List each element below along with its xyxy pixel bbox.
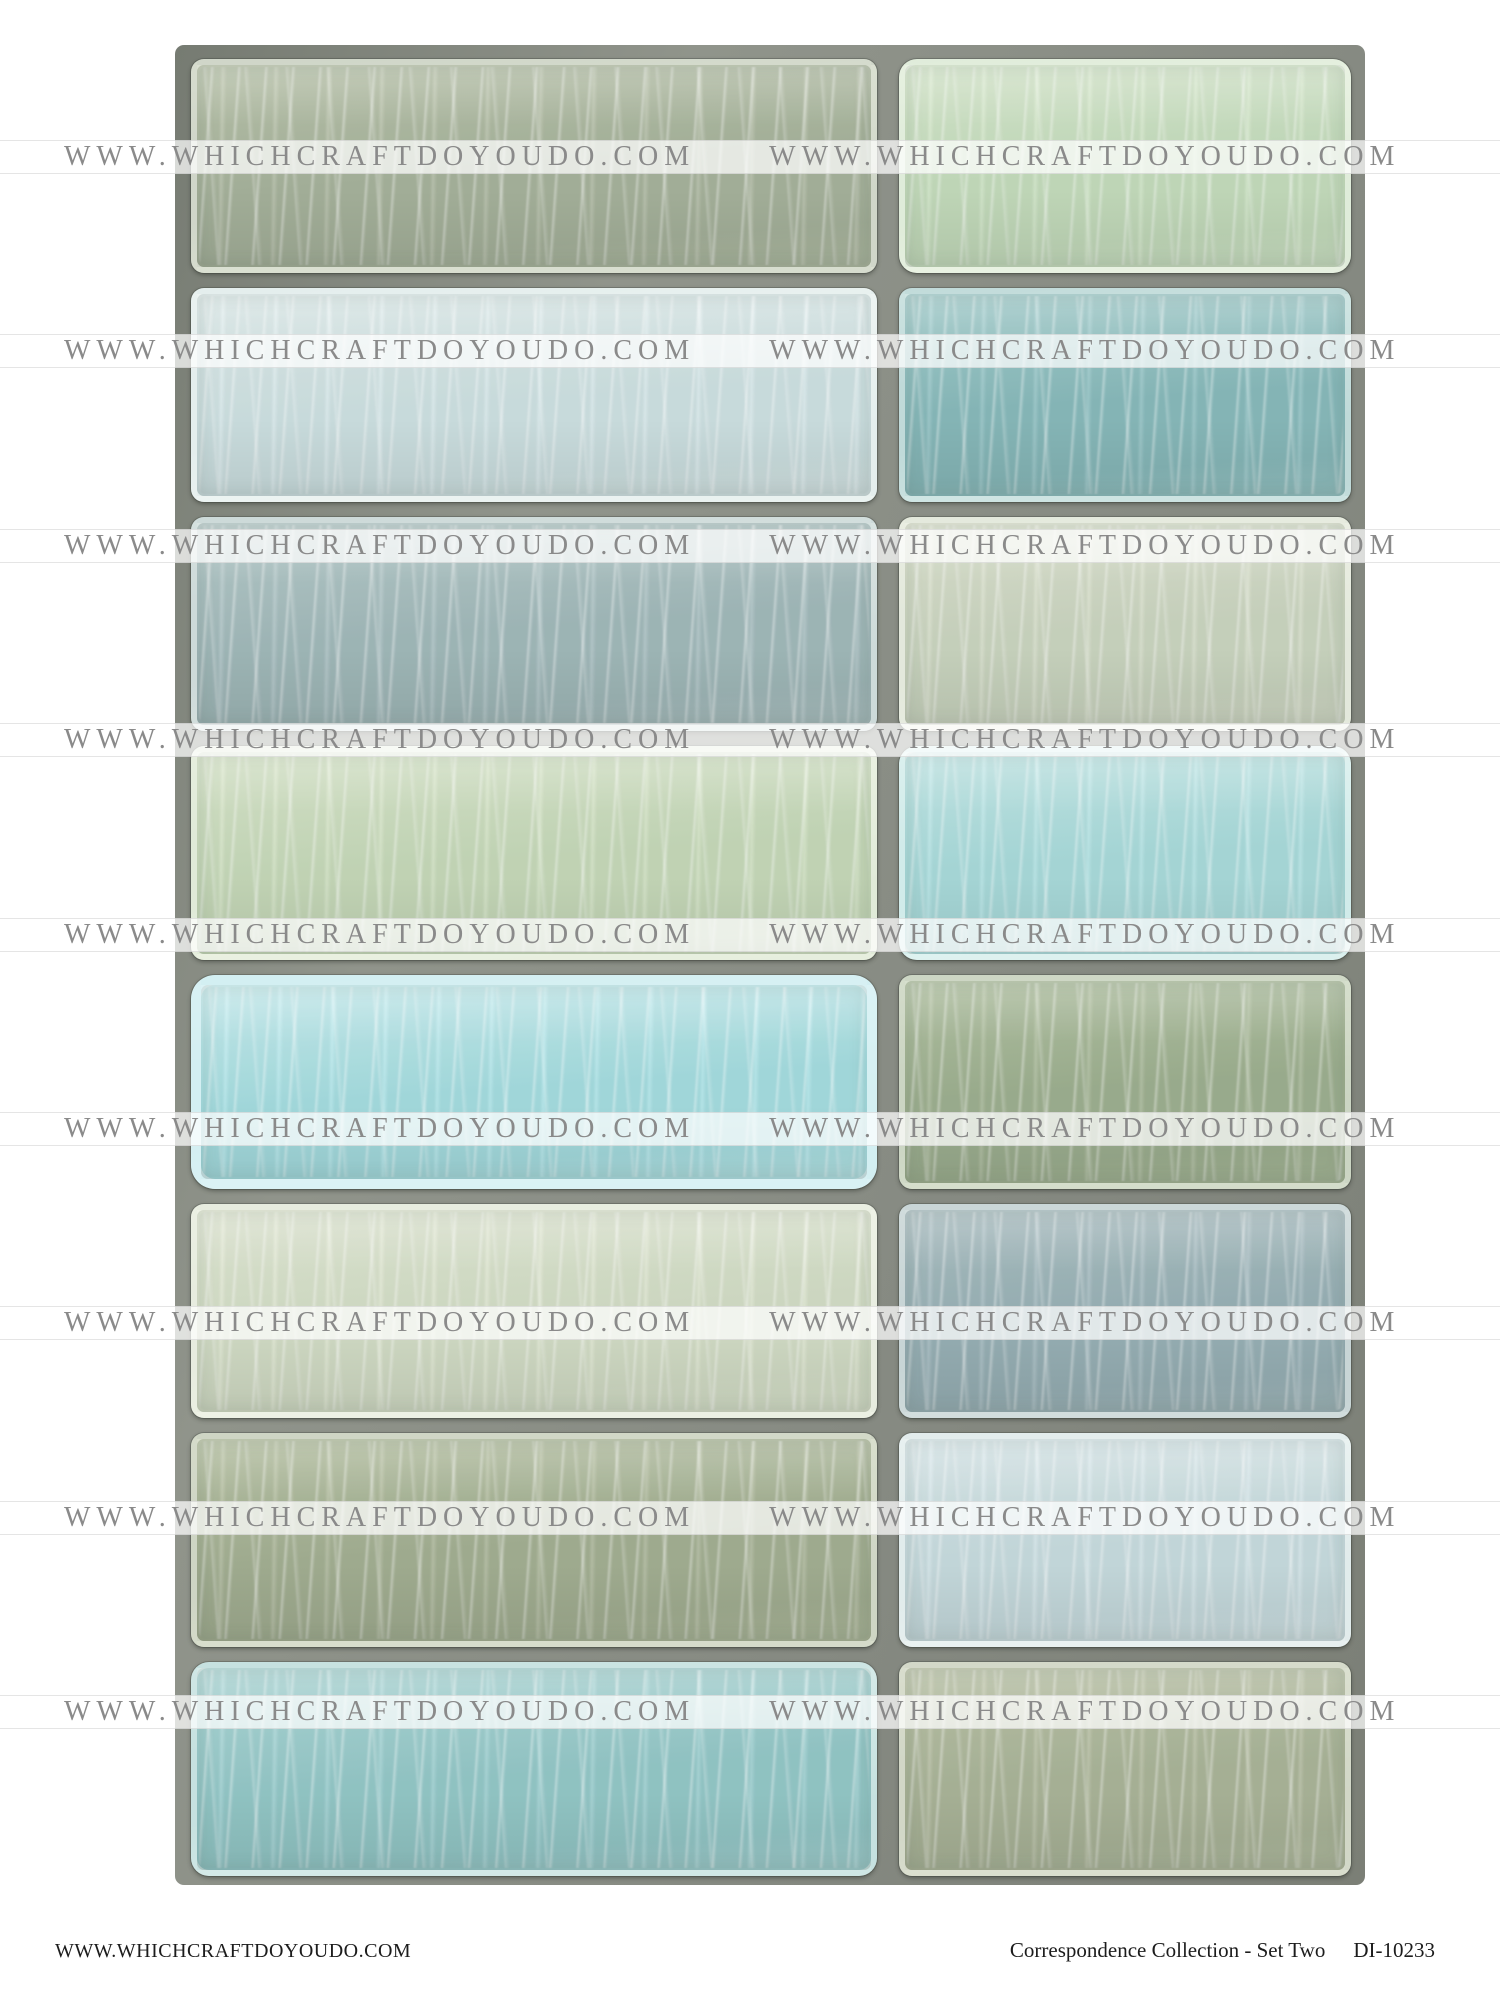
watermark-band: WWW.WHICHCRAFTDOYOUDO.COM WWW.WHICHCRAFTD… <box>0 1501 1500 1535</box>
footer-product-code: DI-10233 <box>1353 1938 1435 1962</box>
tile-r7-left <box>191 1433 877 1647</box>
watermark-band: WWW.WHICHCRAFTDOYOUDO.COM WWW.WHICHCRAFTD… <box>0 918 1500 952</box>
watermark-text: WWW.WHICHCRAFTDOYOUDO.COM <box>769 1113 1401 1144</box>
watermark-text: WWW.WHICHCRAFTDOYOUDO.COM <box>64 335 696 366</box>
watermark-text: WWW.WHICHCRAFTDOYOUDO.COM <box>769 141 1401 172</box>
tile-r5-right <box>899 975 1351 1189</box>
tile-r5-left <box>191 975 877 1189</box>
watermark-text: WWW.WHICHCRAFTDOYOUDO.COM <box>769 724 1401 755</box>
watermark-text: WWW.WHICHCRAFTDOYOUDO.COM <box>769 1696 1401 1727</box>
watermark-band: WWW.WHICHCRAFTDOYOUDO.COM WWW.WHICHCRAFTD… <box>0 1306 1500 1340</box>
watermark-band: WWW.WHICHCRAFTDOYOUDO.COM WWW.WHICHCRAFTD… <box>0 334 1500 368</box>
watermark-band: WWW.WHICHCRAFTDOYOUDO.COM WWW.WHICHCRAFTD… <box>0 723 1500 757</box>
tile-r7-right <box>899 1433 1351 1647</box>
watermark-text: WWW.WHICHCRAFTDOYOUDO.COM <box>64 1113 696 1144</box>
watermark-band: WWW.WHICHCRAFTDOYOUDO.COM WWW.WHICHCRAFTD… <box>0 1112 1500 1146</box>
footer: WWW.WHICHCRAFTDOYOUDO.COM Correspondence… <box>0 1938 1500 1968</box>
tile-r2-right <box>899 288 1351 502</box>
footer-collection-title: Correspondence Collection - Set Two <box>1009 1938 1326 1962</box>
watermark-band: WWW.WHICHCRAFTDOYOUDO.COM WWW.WHICHCRAFTD… <box>0 1695 1500 1729</box>
watermark-text: WWW.WHICHCRAFTDOYOUDO.COM <box>64 919 696 950</box>
watermark-text: WWW.WHICHCRAFTDOYOUDO.COM <box>64 1502 696 1533</box>
watermark-band: WWW.WHICHCRAFTDOYOUDO.COM WWW.WHICHCRAFTD… <box>0 529 1500 563</box>
watermark-text: WWW.WHICHCRAFTDOYOUDO.COM <box>769 1307 1401 1338</box>
watermark-text: WWW.WHICHCRAFTDOYOUDO.COM <box>64 724 696 755</box>
tile-mosaic <box>175 45 1365 1885</box>
watermark-text: WWW.WHICHCRAFTDOYOUDO.COM <box>769 1502 1401 1533</box>
watermark-text: WWW.WHICHCRAFTDOYOUDO.COM <box>64 530 696 561</box>
watermark-band: WWW.WHICHCRAFTDOYOUDO.COM WWW.WHICHCRAFTD… <box>0 140 1500 174</box>
watermark-text: WWW.WHICHCRAFTDOYOUDO.COM <box>769 530 1401 561</box>
watermark-text: WWW.WHICHCRAFTDOYOUDO.COM <box>64 1307 696 1338</box>
tile-r2-left <box>191 288 877 502</box>
watermark-text: WWW.WHICHCRAFTDOYOUDO.COM <box>769 335 1401 366</box>
watermark-text: WWW.WHICHCRAFTDOYOUDO.COM <box>64 141 696 172</box>
watermark-text: WWW.WHICHCRAFTDOYOUDO.COM <box>769 919 1401 950</box>
watermark-text: WWW.WHICHCRAFTDOYOUDO.COM <box>64 1696 696 1727</box>
footer-site-url: WWW.WHICHCRAFTDOYOUDO.COM <box>55 1940 412 1962</box>
